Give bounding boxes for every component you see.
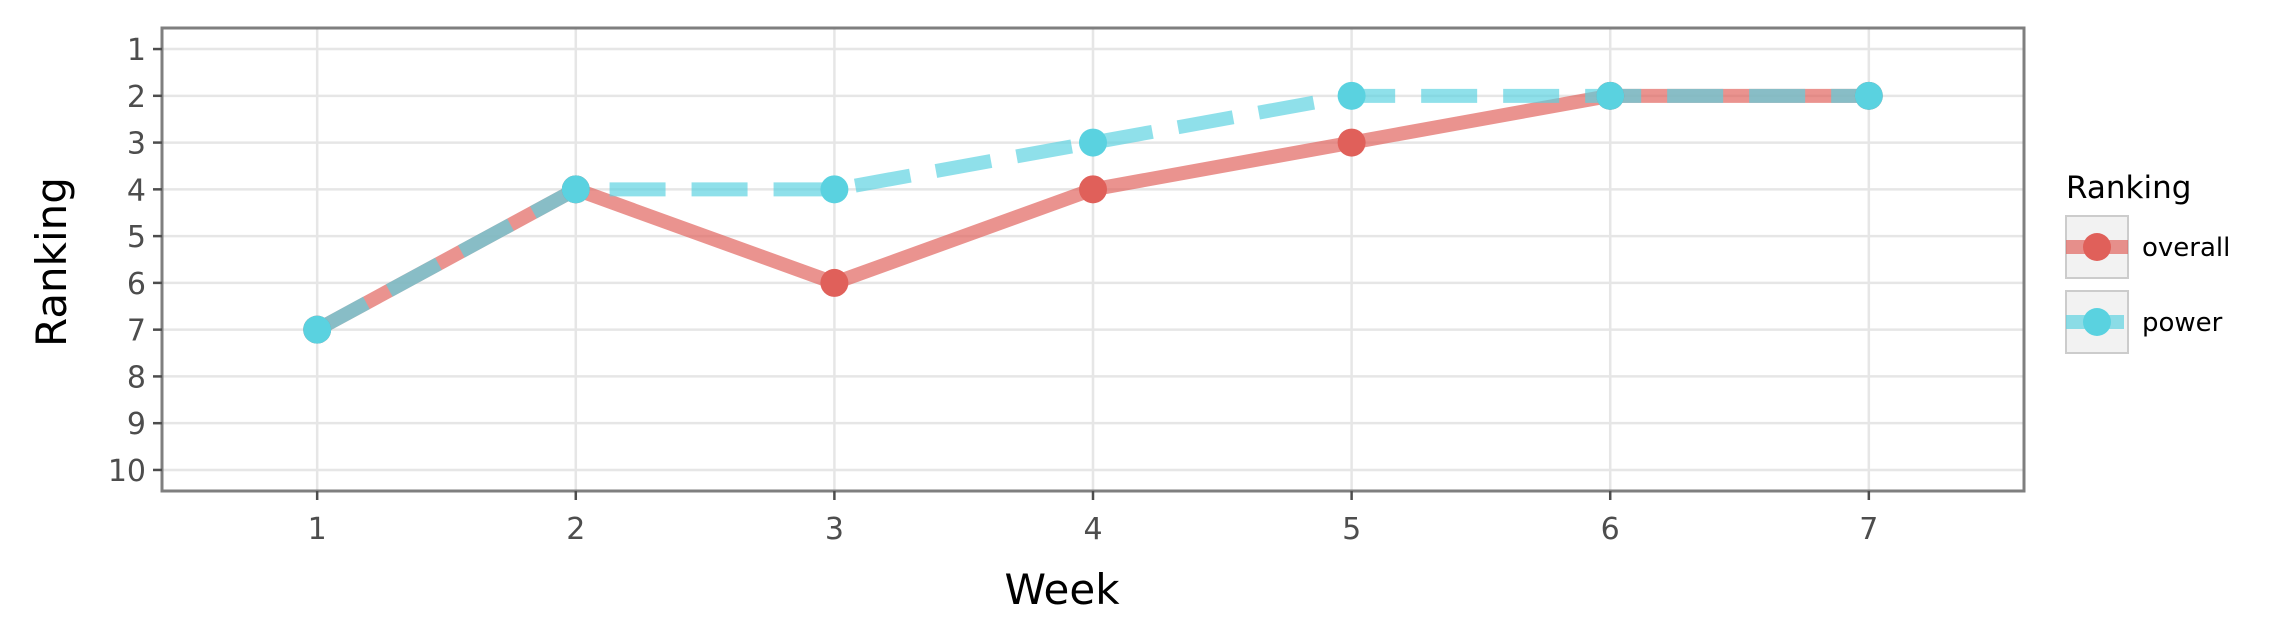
legend-marker-power bbox=[2083, 308, 2111, 336]
y-tick-label: 3 bbox=[127, 127, 146, 162]
y-axis-title: Ranking bbox=[27, 177, 76, 347]
legend-marker-overall bbox=[2083, 233, 2111, 261]
data-point-power bbox=[1596, 81, 1625, 110]
data-point-overall bbox=[1337, 128, 1366, 157]
y-tick-label: 5 bbox=[127, 220, 146, 255]
data-point-overall bbox=[1079, 175, 1107, 204]
data-point-power bbox=[1079, 128, 1107, 157]
data-point-power bbox=[303, 315, 332, 344]
y-tick-label: 7 bbox=[127, 314, 146, 349]
x-tick-label: 6 bbox=[1601, 512, 1620, 547]
x-axis-title: Week bbox=[1004, 565, 1120, 614]
y-tick-label: 2 bbox=[127, 80, 146, 115]
data-point-power bbox=[561, 175, 590, 204]
y-tick-label: 6 bbox=[127, 267, 146, 302]
y-tick-label: 1 bbox=[127, 33, 146, 68]
data-point-power bbox=[1337, 81, 1366, 110]
data-point-power bbox=[820, 175, 849, 204]
legend: Ranking overall power bbox=[2065, 170, 2230, 354]
x-tick-label: 2 bbox=[566, 512, 585, 547]
legend-title: Ranking bbox=[2066, 170, 2191, 206]
series-points bbox=[303, 81, 1883, 344]
y-tick-label: 10 bbox=[108, 454, 146, 489]
data-point-overall bbox=[820, 268, 849, 297]
x-tick-label: 5 bbox=[1342, 512, 1361, 547]
y-axis: 1 2 3 4 5 6 7 8 9 10 bbox=[108, 33, 162, 489]
y-tick-label: 4 bbox=[127, 173, 146, 208]
y-tick-label: 8 bbox=[127, 360, 146, 395]
x-axis: 1 2 3 4 5 6 7 bbox=[308, 491, 1878, 547]
x-tick-label: 1 bbox=[308, 512, 327, 547]
legend-label-power: power bbox=[2142, 308, 2223, 338]
legend-label-overall: overall bbox=[2142, 233, 2230, 263]
data-point-power bbox=[1854, 81, 1883, 110]
x-tick-label: 3 bbox=[825, 512, 844, 547]
y-tick-label: 9 bbox=[127, 407, 146, 442]
x-tick-label: 4 bbox=[1083, 512, 1102, 547]
x-tick-label: 7 bbox=[1859, 512, 1878, 547]
